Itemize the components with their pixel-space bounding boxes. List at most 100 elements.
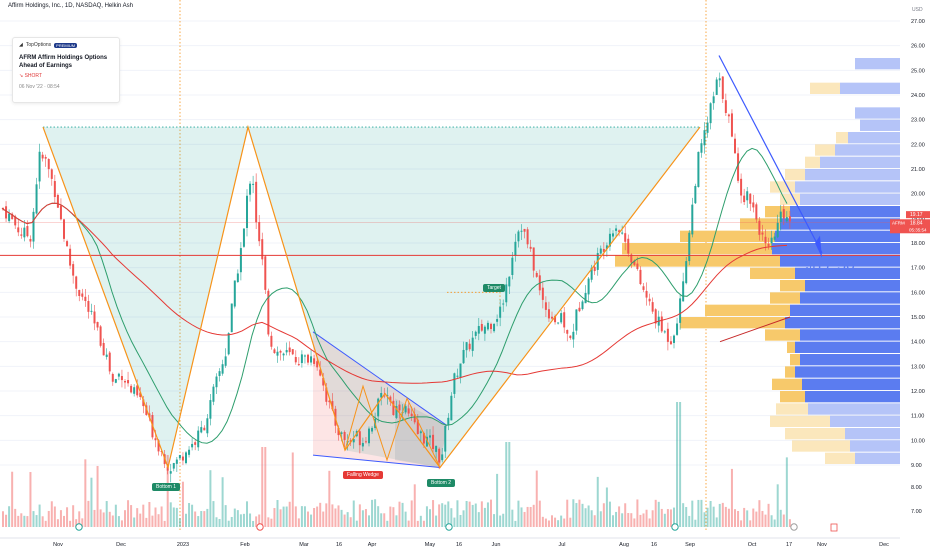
profile-row-buy: [795, 181, 900, 193]
profile-row-sell: [776, 403, 808, 415]
candle-body: [410, 413, 413, 417]
candle-body: [496, 319, 499, 322]
volume-bar: [599, 511, 602, 527]
candle-body: [697, 151, 700, 188]
candle-body: [608, 233, 611, 247]
volume-bar: [596, 476, 599, 527]
candle-body: [5, 206, 8, 219]
annotation-side: SHORT: [24, 73, 43, 79]
candle-body: [81, 293, 84, 297]
profile-row-sell: [622, 243, 772, 255]
candle-body: [282, 353, 285, 356]
volume-bar: [758, 500, 761, 527]
volume-bar: [429, 509, 431, 527]
profile-row-sell: [792, 440, 850, 452]
earnings-event-icon: [256, 523, 264, 531]
candle-body: [688, 232, 691, 262]
volume-bar: [114, 504, 117, 527]
volume-bar: [29, 472, 32, 527]
volume-bar: [782, 514, 785, 527]
volume-bar: [636, 499, 639, 527]
candle-body: [340, 432, 343, 434]
wedge-upper-line: [312, 331, 448, 426]
candle-body: [450, 395, 453, 421]
candle-body: [413, 414, 416, 423]
candle-body: [612, 233, 614, 237]
profile-row-buy: [830, 415, 900, 427]
time-axis[interactable]: Nov Dec 2023 Feb Mar 16 Apr May 16 Jun Jul Aug 16 Sep…: [0, 523, 900, 548]
volume-bar: [602, 503, 605, 527]
profile-row-buy: [845, 428, 900, 440]
candle-body: [532, 247, 535, 271]
candle-body: [453, 373, 456, 394]
candle-body: [673, 335, 675, 343]
candlesticks: [2, 72, 791, 483]
volume-bar: [517, 500, 520, 527]
volume-bar: [50, 501, 53, 527]
volume-bar: [69, 520, 72, 527]
candle-body: [87, 301, 90, 312]
candle-body: [227, 333, 230, 355]
candle-body: [14, 216, 17, 226]
time-tick-label: Sep: [685, 542, 695, 548]
volume-bar: [38, 504, 41, 527]
time-tick-label: 17: [786, 542, 792, 548]
volume-bar: [673, 507, 675, 527]
candle-body: [371, 427, 374, 432]
volume-bar: [743, 507, 746, 527]
volume-bar: [612, 515, 614, 527]
short-label: ↘ SHORT: [19, 73, 43, 79]
volume-bar: [310, 514, 313, 527]
candle-body: [398, 404, 401, 411]
volume-bar: [32, 511, 35, 527]
price-tick-label: 18.00: [911, 241, 925, 247]
projection-arrow-icon: [815, 235, 822, 258]
volume-bar: [328, 470, 331, 527]
candle-body: [459, 363, 462, 378]
volume-bar: [371, 499, 374, 527]
profile-row-sell: [785, 169, 805, 181]
symbol-header: Affirm Holdings, Inc., 1D, NASDAQ, Helki…: [8, 3, 133, 9]
candle-body: [169, 471, 172, 474]
volume-bar: [23, 515, 26, 527]
candle-body: [53, 181, 56, 198]
volume-bar: [651, 510, 654, 527]
price-tick-label: 24.00: [911, 93, 925, 99]
earnings-event-icon: [790, 523, 798, 531]
volume-bar: [721, 502, 724, 527]
volume-bar: [163, 520, 166, 527]
candle-body: [554, 316, 557, 323]
trend-line: [719, 316, 791, 343]
volume-bar: [499, 515, 502, 527]
volume-bar: [740, 520, 743, 527]
candle-body: [252, 183, 255, 185]
candle-body: [172, 463, 175, 469]
candle-body: [328, 400, 331, 403]
volume-bar: [450, 508, 453, 527]
price-axis[interactable]: USD 27.00 26.00 25.00 24.00 23.00 22.00 21.00 20…: [890, 0, 932, 550]
candle-body: [493, 323, 496, 332]
profile-row-buy: [860, 119, 900, 131]
volume-bar: [581, 503, 584, 527]
volume-bar: [779, 509, 782, 527]
candle-body: [499, 306, 502, 318]
volume-bar: [181, 481, 184, 527]
candle-body: [666, 328, 669, 342]
annotation-source: TopOptions: [25, 42, 52, 48]
candle-body: [648, 298, 651, 302]
profile-row-sell: [770, 415, 830, 427]
idea-annotation-card[interactable]: ◢ TopOptions PREMIUM AFRM Affirm Holding…: [12, 37, 120, 103]
candle-body: [38, 151, 41, 182]
candle-body: [563, 312, 566, 328]
price-tick-label: 26.00: [911, 44, 925, 50]
candle-body: [26, 226, 29, 237]
projection-line: [718, 55, 823, 254]
candle-body: [291, 349, 294, 355]
volume-bar: [441, 503, 444, 527]
volume-bar: [124, 510, 126, 527]
volume-bar: [456, 500, 459, 527]
candle-body: [102, 342, 105, 356]
last-price-tag: [890, 219, 930, 234]
volume-bar: [252, 520, 255, 527]
